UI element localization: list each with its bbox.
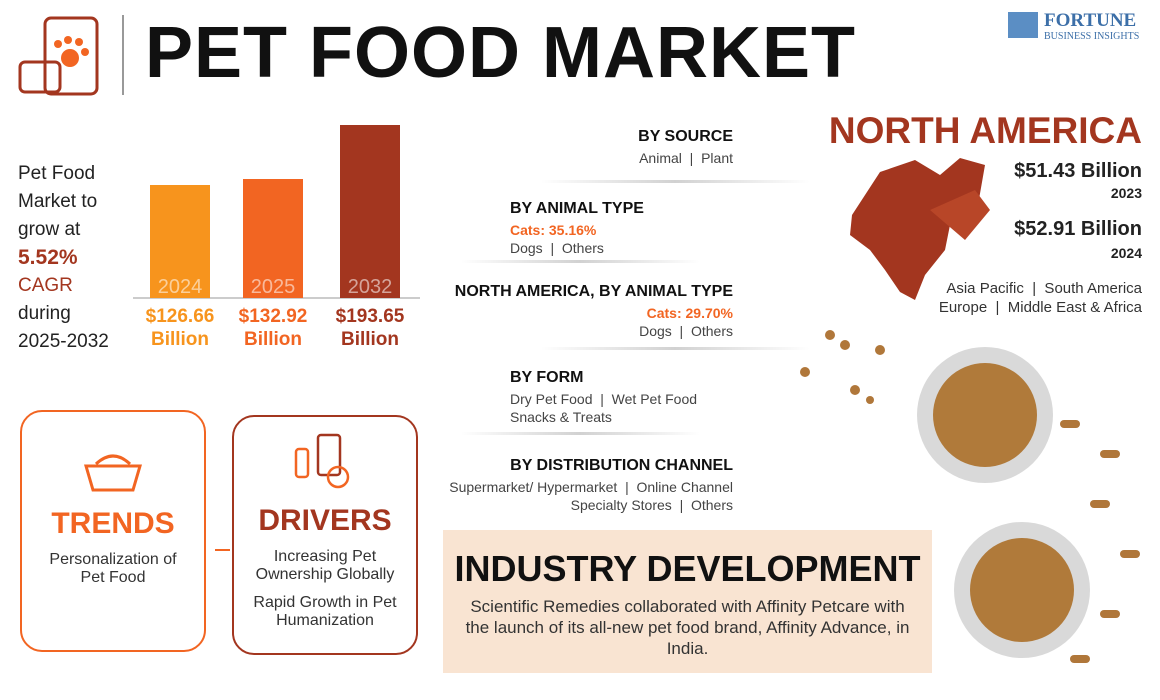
trends-icon <box>84 454 142 492</box>
cagr-label: CAGR <box>18 275 73 296</box>
driver: Rapid Growth in Pet Humanization <box>253 594 397 629</box>
region-year: 2023 <box>1110 185 1142 201</box>
segment-title: BY FORM <box>510 369 584 386</box>
drivers-box: DRIVERS Increasing Pet Ownership Globall… <box>232 415 418 655</box>
segment-highlight: Cats: 29.70% <box>646 305 733 321</box>
bar-category: 2025 <box>250 276 296 298</box>
divider <box>460 432 700 435</box>
segment-title: NORTH AMERICA, BY ANIMAL TYPE <box>454 283 733 300</box>
driver: Increasing Pet Ownership Globally <box>255 548 395 583</box>
region-name: NORTH AMERICA <box>828 110 1142 151</box>
trends-text: Personalization of Pet Food <box>49 551 177 586</box>
region-value: $51.43 Billion <box>1014 160 1142 182</box>
other-regions: Asia Pacific | South America <box>946 280 1142 297</box>
brand-sub: BUSINESS INSIGHTS <box>1044 31 1140 42</box>
segment-line: Dogs | Others <box>510 240 604 256</box>
value-label: $126.66 Billion <box>145 306 215 350</box>
bar <box>150 184 210 298</box>
segment-line: Specialty Stores | Others <box>570 497 733 513</box>
segment: BY DISTRIBUTION CHANNEL Supermarket/ Hype… <box>413 457 733 514</box>
segment-line: Supermarket/ Hypermarket | Online Channe… <box>449 479 733 495</box>
title: PET FOOD MARKET <box>145 13 856 93</box>
value-label: $132.92 Billion <box>238 306 308 350</box>
segment: BY SOURCE Animal | Plant <box>413 128 733 167</box>
industry-title: INDUSTRY DEVELOPMENT <box>454 548 921 589</box>
cagr: 5.52% <box>18 246 78 269</box>
value-label: $193.65 Billion <box>335 306 405 350</box>
trends-box: TRENDS Personalization of Pet Food <box>20 410 206 652</box>
bar-category: 2032 <box>347 276 393 298</box>
divider <box>540 180 810 183</box>
segment-title: BY DISTRIBUTION CHANNEL <box>510 457 733 474</box>
industry-box: INDUSTRY DEVELOPMENT Scientific Remedies… <box>443 530 932 673</box>
bar-category: 2024 <box>157 276 203 298</box>
segment-line: Dogs | Others <box>639 323 733 339</box>
trends-title: TRENDS <box>51 507 175 540</box>
industry-text: Scientific Remedies collaborated with Af… <box>465 597 910 658</box>
segment: BY FORM Dry Pet Food | Wet Pet Food Snacks… <box>510 369 830 426</box>
segment-title: BY ANIMAL TYPE <box>510 200 644 217</box>
period: during 2025-2032 <box>18 303 109 352</box>
divider <box>540 347 810 350</box>
drivers-title: DRIVERS <box>258 504 392 537</box>
segment-line: Animal | Plant <box>639 150 733 166</box>
region-year: 2024 <box>1110 245 1142 261</box>
drivers-icon <box>294 433 350 489</box>
brand: FORTUNE <box>1044 10 1137 31</box>
region-value: $52.91 Billion <box>1014 218 1142 240</box>
segment-line: Dry Pet Food | Wet Pet Food <box>510 391 698 407</box>
segment: NORTH AMERICA, BY ANIMAL TYPE Cats: 29.70… <box>413 283 733 340</box>
growth-lead: Pet Food Market to grow at <box>18 163 98 240</box>
segment: BY ANIMAL TYPE Cats: 35.16% Dogs | Others <box>510 200 830 257</box>
growth: Pet Food Market to grow at 5.52% CAGR du… <box>18 160 118 356</box>
segment-title: BY SOURCE <box>638 128 733 145</box>
other-regions: Europe | Middle East & Africa <box>938 299 1142 316</box>
bar <box>340 125 400 298</box>
bar <box>243 179 303 298</box>
divider <box>460 260 700 263</box>
segment-highlight: Cats: 35.16% <box>510 222 597 238</box>
segment-line: Snacks & Treats <box>510 409 612 425</box>
